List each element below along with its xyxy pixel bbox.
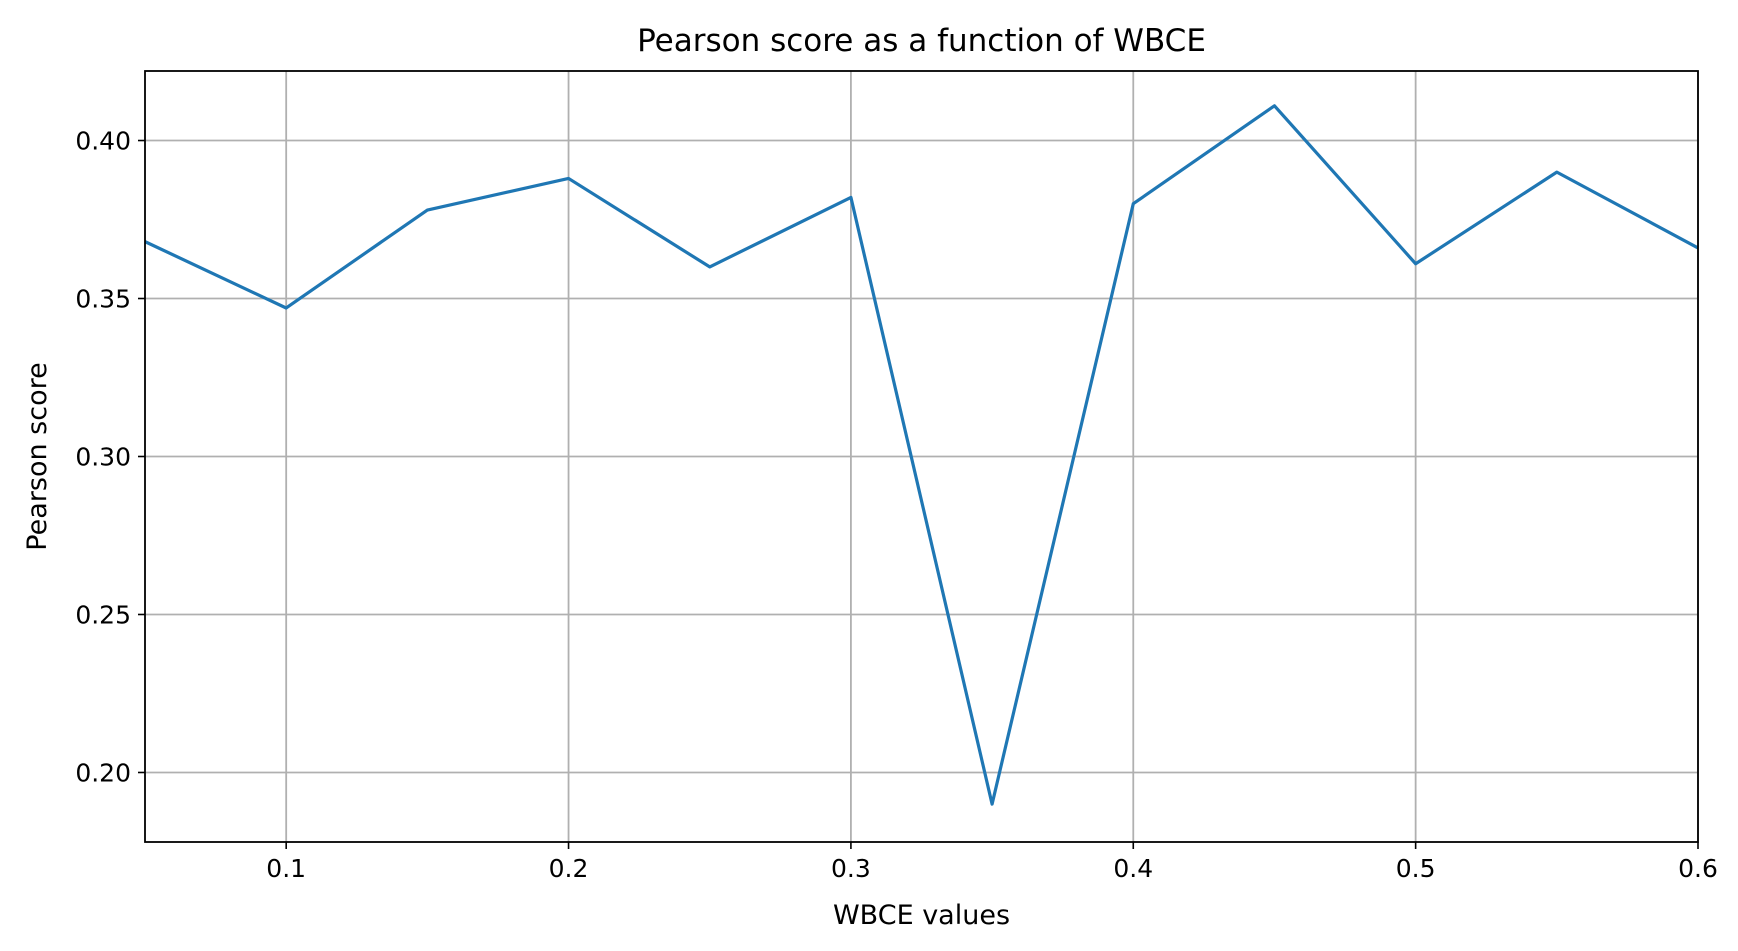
chart-title: Pearson score as a function of WBCE bbox=[637, 23, 1206, 59]
y-tick-label: 0.35 bbox=[75, 285, 131, 314]
y-tick-label: 0.30 bbox=[75, 443, 131, 472]
x-tick-label: 0.6 bbox=[1678, 854, 1718, 883]
y-tick-label: 0.40 bbox=[75, 127, 131, 156]
y-tick-label: 0.25 bbox=[75, 600, 131, 629]
x-tick-label: 0.3 bbox=[831, 854, 871, 883]
x-tick-label: 0.2 bbox=[549, 854, 589, 883]
x-axis-label: WBCE values bbox=[833, 900, 1010, 931]
grid-lines bbox=[145, 71, 1699, 842]
x-tick-label: 0.1 bbox=[266, 854, 306, 883]
y-tick-label: 0.20 bbox=[75, 758, 131, 787]
axis-ticks: 0.1 0.2 0.3 0.4 0.5 0.6 0.20 0.25 0.30 0.35 0.40 bbox=[75, 127, 1718, 883]
y-axis-label: Pearson score bbox=[22, 362, 53, 550]
x-tick-label: 0.5 bbox=[1396, 854, 1436, 883]
series-line bbox=[144, 104, 1699, 806]
series-layer bbox=[144, 104, 1699, 806]
x-tick-label: 0.4 bbox=[1113, 854, 1153, 883]
